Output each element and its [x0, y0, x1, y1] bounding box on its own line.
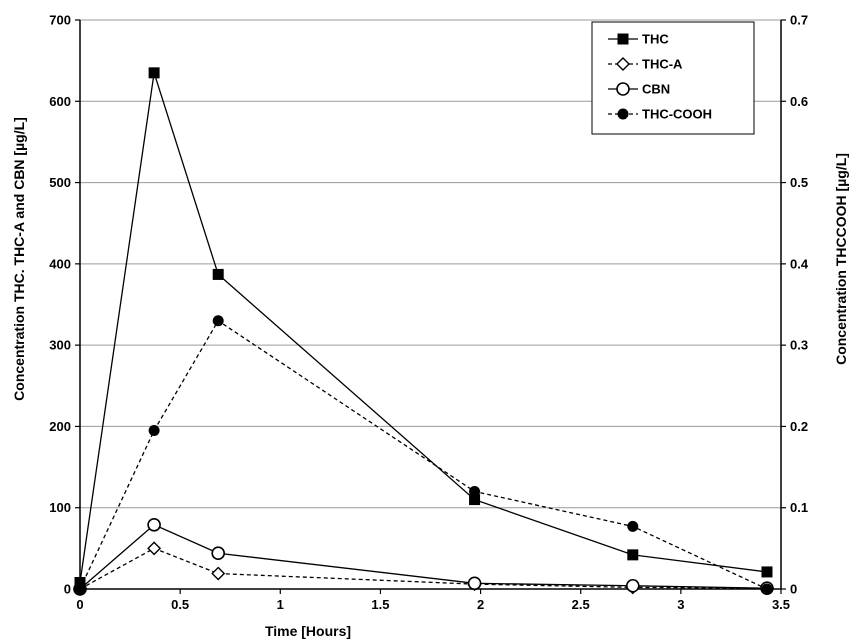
- right-tick-label: 0.3: [790, 338, 808, 353]
- data-point: [148, 67, 160, 79]
- series-line: [79, 524, 767, 590]
- legend-marker: [616, 57, 630, 71]
- left-tick-label: 200: [49, 419, 71, 434]
- right-axis-ticks: 0 0.1 0.2 0.3 0.4 0.5 0.6 0.7: [781, 13, 809, 597]
- x-axis-ticks: 0 0.5 1 1.5 2 2.5 3 3.5: [76, 589, 790, 612]
- legend-item-cbn: CBN: [608, 82, 670, 97]
- plot-frame: [79, 20, 782, 590]
- right-tick-label: 0: [790, 582, 797, 597]
- legend-label: CBN: [642, 82, 670, 97]
- series-thc: [74, 67, 773, 588]
- right-tick-label: 0.1: [790, 500, 808, 515]
- x-tick-label: 3.5: [772, 597, 790, 612]
- data-point: [469, 485, 481, 497]
- series-line: [79, 547, 767, 590]
- left-tick-label: 300: [49, 338, 71, 353]
- legend-marker: [617, 33, 629, 45]
- legend-label: THC: [642, 32, 669, 47]
- series-line: [79, 319, 768, 590]
- data-point: [761, 583, 773, 595]
- left-tick-label: 0: [64, 582, 71, 597]
- left-tick-label: 700: [49, 13, 71, 28]
- series-line: [79, 72, 768, 583]
- x-axis-title: Time [Hours]: [265, 623, 351, 639]
- data-point: [761, 566, 773, 578]
- legend-label: THC-COOH: [642, 107, 712, 122]
- legend-item-thc-cooh: THC-COOH: [608, 107, 712, 122]
- right-tick-label: 0.7: [790, 13, 808, 28]
- series-thc-cooh: [74, 315, 773, 595]
- series-cbn: [73, 517, 774, 596]
- x-tick-label: 1.5: [371, 597, 389, 612]
- data-point: [147, 517, 161, 532]
- data-point: [625, 578, 640, 593]
- legend-item-thc-a: THC-A: [608, 57, 683, 72]
- data-point: [212, 315, 224, 327]
- x-tick-label: 2.5: [572, 597, 590, 612]
- legend-label: THC-A: [642, 57, 683, 72]
- left-axis-ticks: 0 100 200 300 400 500 600 700: [49, 13, 80, 597]
- data-point: [627, 520, 639, 532]
- right-axis-title: Concentration THCCOOH [µg/L]: [833, 153, 849, 365]
- x-tick-label: 2: [477, 597, 484, 612]
- data-point: [147, 541, 162, 556]
- data-point: [627, 549, 639, 561]
- data-point: [469, 494, 481, 506]
- x-tick-label: 1: [277, 597, 284, 612]
- left-tick-label: 600: [49, 94, 71, 109]
- legend: THC THC-A CBN THC-COOH: [591, 21, 755, 135]
- x-tick-label: 0: [76, 597, 83, 612]
- data-point: [467, 576, 482, 591]
- left-tick-label: 500: [49, 175, 71, 190]
- left-tick-label: 400: [49, 256, 71, 271]
- series-layer: [73, 67, 774, 596]
- right-tick-label: 0.5: [790, 175, 808, 190]
- right-tick-label: 0.2: [790, 419, 808, 434]
- data-point: [212, 268, 224, 280]
- right-tick-label: 0.4: [790, 256, 809, 271]
- left-tick-label: 100: [49, 500, 71, 515]
- left-axis-title: Concentration THC. THC-A and CBN [µg/L]: [11, 117, 27, 401]
- right-tick-label: 0.6: [790, 94, 808, 109]
- legend-marker: [616, 82, 630, 96]
- data-point: [211, 546, 225, 561]
- data-point: [148, 424, 160, 436]
- data-point: [211, 566, 226, 581]
- x-tick-label: 0.5: [171, 597, 189, 612]
- legend-marker: [617, 108, 629, 120]
- x-tick-label: 3: [677, 597, 684, 612]
- series-thc-a: [73, 541, 774, 596]
- legend-item-thc: THC: [608, 32, 669, 47]
- grid-lines: [80, 19, 781, 509]
